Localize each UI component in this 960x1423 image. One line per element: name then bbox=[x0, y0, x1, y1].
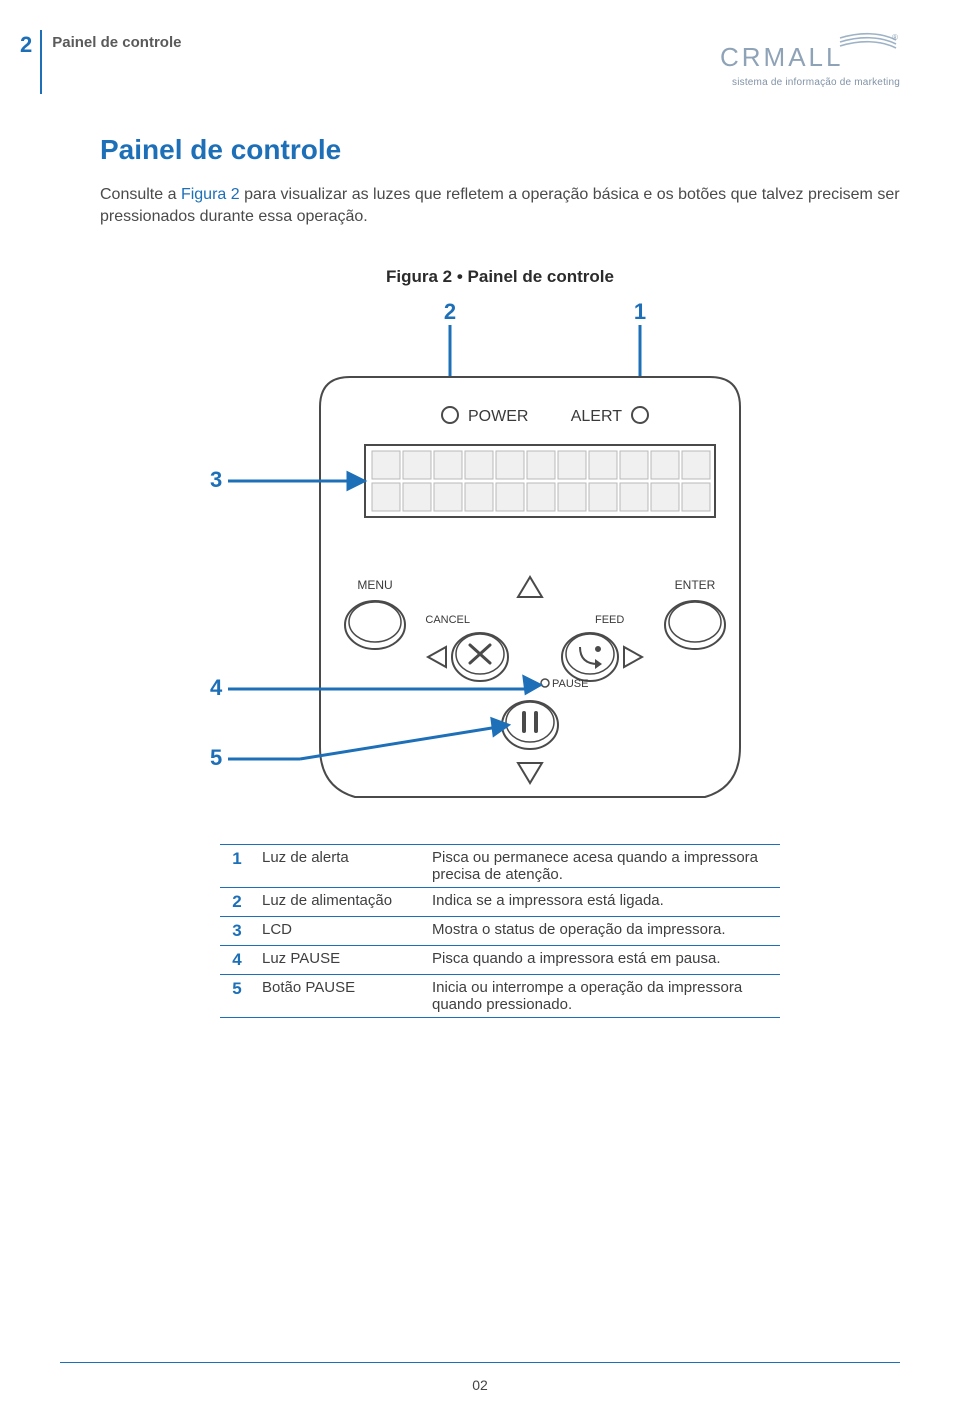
intro-paragraph: Consulte a Figura 2 para visualizar as l… bbox=[100, 184, 900, 227]
logo-tagline: sistema de informação de marketing bbox=[720, 77, 900, 88]
callout-1: 1 bbox=[634, 299, 646, 324]
table-row: 1 Luz de alerta Pisca ou permanece acesa… bbox=[220, 845, 780, 888]
page-title: Painel de controle bbox=[100, 134, 900, 166]
content: Painel de controle Consulte a Figura 2 p… bbox=[100, 134, 900, 1018]
legend-num: 2 bbox=[220, 888, 254, 917]
figure-reference: Figura 2 bbox=[181, 186, 240, 203]
page: 2 Painel de controle CRMALL ® sistema de… bbox=[0, 0, 960, 1423]
legend-table: 1 Luz de alerta Pisca ou permanece acesa… bbox=[220, 844, 780, 1018]
footer-divider bbox=[60, 1362, 900, 1363]
logo-icon: CRMALL ® bbox=[720, 30, 900, 74]
header: 2 Painel de controle CRMALL ® sistema de… bbox=[20, 30, 900, 94]
enter-button-inner bbox=[669, 602, 721, 642]
callout-5: 5 bbox=[210, 745, 222, 770]
legend-desc: Indica se a impressora está ligada. bbox=[424, 888, 780, 917]
legend-desc: Pisca quando a impressora está em pausa. bbox=[424, 946, 780, 975]
legend-num: 3 bbox=[220, 917, 254, 946]
footer-page-number: 02 bbox=[0, 1377, 960, 1393]
alert-label: ALERT bbox=[571, 408, 623, 425]
svg-text:®: ® bbox=[892, 33, 898, 42]
table-row: 2 Luz de alimentação Indica se a impress… bbox=[220, 888, 780, 917]
legend-desc: Inicia ou interrompe a operação da impre… bbox=[424, 975, 780, 1018]
legend-name: Luz de alimentação bbox=[254, 888, 424, 917]
control-panel-diagram: 2 1 POWER ALERT bbox=[150, 297, 850, 817]
figure: 2 1 POWER ALERT bbox=[150, 297, 850, 822]
legend-num: 4 bbox=[220, 946, 254, 975]
legend-num: 5 bbox=[220, 975, 254, 1018]
table-row: 3 LCD Mostra o status de operação da imp… bbox=[220, 917, 780, 946]
menu-button-inner bbox=[349, 602, 401, 642]
intro-text-before: Consulte a bbox=[100, 186, 181, 203]
legend-name: Luz de alerta bbox=[254, 845, 424, 888]
power-label: POWER bbox=[468, 408, 528, 425]
legend-name: Luz PAUSE bbox=[254, 946, 424, 975]
legend-desc: Mostra o status de operação da impressor… bbox=[424, 917, 780, 946]
svg-text:CRMALL: CRMALL bbox=[720, 42, 843, 72]
logo: CRMALL ® sistema de informação de market… bbox=[720, 30, 900, 88]
section-title: Painel de controle bbox=[52, 34, 181, 51]
table-row: 5 Botão PAUSE Inicia ou interrompe a ope… bbox=[220, 975, 780, 1018]
legend-name: LCD bbox=[254, 917, 424, 946]
callout-2: 2 bbox=[444, 299, 456, 324]
menu-label: MENU bbox=[357, 578, 392, 592]
cancel-label: CANCEL bbox=[425, 614, 470, 626]
legend-num: 1 bbox=[220, 845, 254, 888]
side-page-number: 2 bbox=[20, 32, 32, 58]
pause-label: PAUSE bbox=[552, 678, 588, 690]
enter-label: ENTER bbox=[675, 578, 716, 592]
feed-label: FEED bbox=[595, 614, 624, 626]
header-left: 2 Painel de controle bbox=[20, 30, 181, 94]
legend-name: Botão PAUSE bbox=[254, 975, 424, 1018]
table-row: 4 Luz PAUSE Pisca quando a impressora es… bbox=[220, 946, 780, 975]
callout-4: 4 bbox=[210, 675, 223, 700]
figure-caption: Figura 2 • Painel de controle bbox=[100, 267, 900, 287]
callout-3: 3 bbox=[210, 467, 222, 492]
legend-desc: Pisca ou permanece acesa quando a impres… bbox=[424, 845, 780, 888]
header-divider bbox=[40, 30, 42, 94]
